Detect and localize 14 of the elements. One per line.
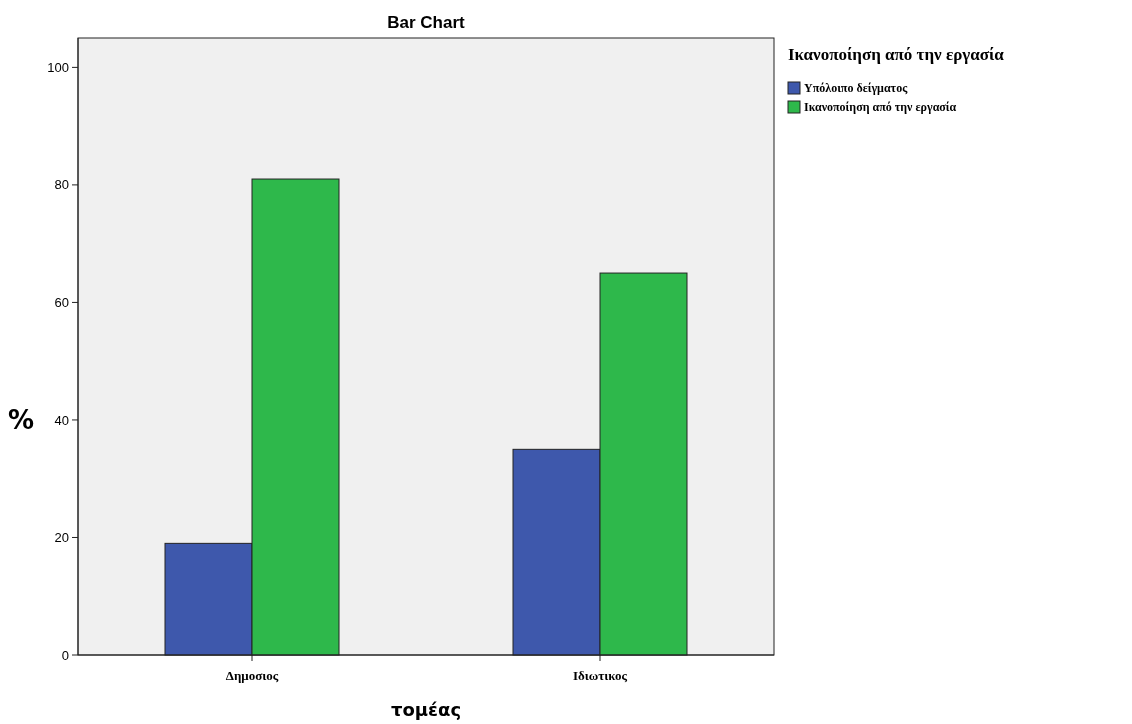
y-axis-title: % xyxy=(8,405,35,436)
y-tick-label: 40 xyxy=(54,412,69,428)
legend-label: Υπόλοιπο δείγματος xyxy=(804,81,909,95)
y-tick-label: 20 xyxy=(54,530,69,546)
chart-title: Bar Chart xyxy=(387,13,466,32)
y-tick-label: 80 xyxy=(54,177,69,193)
legend-label: Ικανοποίηση από την εργασία xyxy=(804,100,957,114)
x-axis-title: τομέας xyxy=(390,699,462,720)
y-tick-label: 100 xyxy=(47,59,69,75)
x-tick-label: Δημοσιος xyxy=(225,668,279,683)
y-tick-label: 0 xyxy=(61,647,69,663)
legend-title: Ικανοποίηση από την εργασία xyxy=(788,45,1005,64)
x-tick-label: Ιδιωτικος xyxy=(572,668,628,683)
y-tick-label: 60 xyxy=(54,294,69,310)
